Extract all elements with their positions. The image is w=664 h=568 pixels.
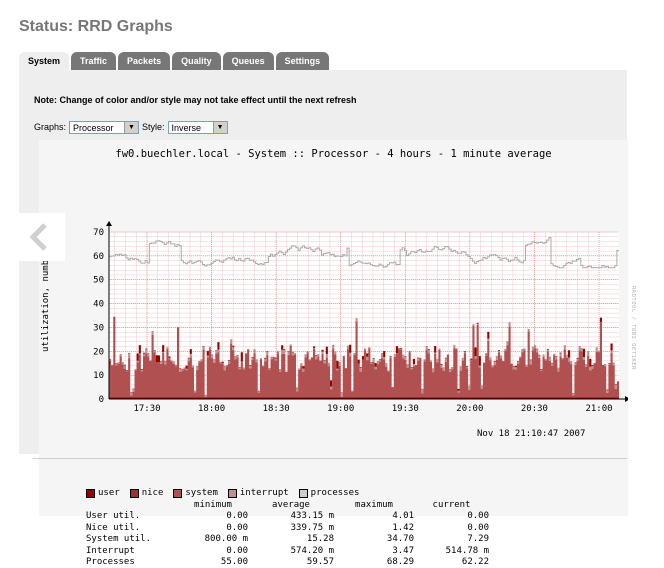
stat-label: System util. — [86, 534, 178, 546]
x-tick-label: 20:30 — [521, 404, 548, 414]
stat-max: 68.29 — [334, 557, 414, 568]
stat-avg: 59.57 — [248, 557, 334, 568]
stat-cur: 7.29 — [414, 534, 489, 546]
legend-swatch-system — [173, 489, 182, 498]
stat-avg: 339.75 m — [248, 522, 334, 534]
chevron-left-icon — [23, 219, 55, 255]
style-label: Style: — [142, 122, 165, 132]
legend-label: processes — [311, 488, 360, 498]
graphs-select-value: Processor — [73, 123, 114, 133]
x-tick-label: 21:00 — [585, 404, 612, 414]
graphs-label: Graphs: — [34, 122, 66, 132]
legend-swatch-nice — [130, 489, 139, 498]
rrd-graph-image: fw0.buechler.local - System :: Processor… — [39, 140, 628, 516]
x-tick-label: 17:30 — [133, 404, 160, 414]
stats-header: minimum — [178, 499, 248, 511]
x-tick-label: 20:00 — [456, 404, 483, 414]
stats-table: minimum average maximum current User uti… — [86, 499, 489, 568]
stats-header: current — [414, 499, 489, 511]
y-tick-label: 40 — [93, 300, 104, 310]
y-tick-label: 30 — [93, 323, 104, 333]
stats-header: maximum — [334, 499, 414, 511]
stat-min: 55.00 — [178, 557, 248, 568]
divider — [33, 458, 627, 459]
page-title: Status: RRD Graphs — [19, 18, 173, 36]
table-row: User util. 0.00 433.15 m 4.01 0.00 — [86, 511, 489, 523]
y-tick-label: 10 — [93, 371, 104, 381]
tab-bar: System Traffic Packets Quality Queues Se… — [19, 52, 329, 70]
y-tick-label: 70 — [93, 228, 104, 238]
legend-item-nice: nice — [130, 488, 164, 498]
chart-svg: 0 10 20 30 40 50 60 70 17:30 18:00 18:30 19:00 19:30… — [39, 140, 628, 420]
graphs-select[interactable]: Processor ▼ — [69, 121, 139, 134]
legend-item-processes: processes — [299, 488, 360, 498]
style-select-value: Inverse — [172, 123, 202, 133]
tab-traffic[interactable]: Traffic — [71, 52, 116, 70]
legend-label: user — [98, 488, 120, 498]
stat-cur: 0.00 — [414, 522, 489, 534]
tab-system[interactable]: System — [19, 52, 69, 70]
stat-min: 0.00 — [178, 545, 248, 557]
back-button[interactable] — [19, 213, 65, 261]
content-panel: Note: Change of color and/or style may n… — [19, 70, 627, 454]
legend-swatch-user — [86, 489, 95, 498]
chevron-down-icon: ▼ — [213, 122, 227, 133]
stat-label: Interrupt — [86, 545, 178, 557]
refresh-note: Note: Change of color and/or style may n… — [34, 95, 357, 105]
stat-label: Processes — [86, 557, 178, 568]
stat-max: 3.47 — [334, 545, 414, 557]
legend-item-interrupt: interrupt — [228, 488, 289, 498]
tab-settings[interactable]: Settings — [276, 52, 330, 70]
stat-max: 1.42 — [334, 522, 414, 534]
graph-options-form: Graphs: Processor ▼ Style: Inverse ▼ — [34, 120, 228, 134]
stat-min: 800.00 m — [178, 534, 248, 546]
stat-min: 0.00 — [178, 522, 248, 534]
x-axis-arrow-icon — [625, 396, 628, 402]
stat-min: 0.00 — [178, 511, 248, 523]
x-tick-label: 18:30 — [263, 404, 290, 414]
y-tick-label: 60 — [93, 252, 104, 262]
legend-label: system — [185, 488, 218, 498]
y-tick-label: 20 — [93, 347, 104, 357]
table-row: Interrupt 0.00 574.20 m 3.47 514.78 m — [86, 545, 489, 557]
stat-cur: 514.78 m — [414, 545, 489, 557]
y-tick-label: 0 — [99, 395, 104, 405]
tab-packets[interactable]: Packets — [118, 52, 170, 70]
legend-item-user: user — [86, 488, 120, 498]
stats-header-blank — [86, 499, 178, 511]
x-tick-label: 18:00 — [198, 404, 225, 414]
stat-max: 34.70 — [334, 534, 414, 546]
stat-avg: 433.15 m — [248, 511, 334, 523]
graph-timestamp: Nov 18 21:10:47 2007 — [477, 429, 585, 439]
legend-label: interrupt — [240, 488, 289, 498]
stats-header-row: minimum average maximum current — [86, 499, 489, 511]
legend-label: nice — [142, 488, 164, 498]
legend-item-system: system — [173, 488, 218, 498]
x-tick-label: 19:30 — [392, 404, 419, 414]
rrdtool-watermark: RRDTOOL / TOBI OETIKER — [630, 286, 636, 370]
stat-avg: 574.20 m — [248, 545, 334, 557]
stat-cur: 62.22 — [414, 557, 489, 568]
chart-legend: user nice system interrupt processes — [86, 488, 359, 498]
chevron-down-icon: ▼ — [124, 122, 138, 133]
y-tick-label: 50 — [93, 276, 104, 286]
table-row: Nice util. 0.00 339.75 m 1.42 0.00 — [86, 522, 489, 534]
tab-queues[interactable]: Queues — [223, 52, 274, 70]
style-select[interactable]: Inverse ▼ — [168, 121, 228, 134]
table-row: System util. 800.00 m 15.28 34.70 7.29 — [86, 534, 489, 546]
x-tick-label: 19:00 — [327, 404, 354, 414]
stat-cur: 0.00 — [414, 511, 489, 523]
stat-avg: 15.28 — [248, 534, 334, 546]
stat-label: User util. — [86, 511, 178, 523]
stats-header: average — [248, 499, 334, 511]
tab-quality[interactable]: Quality — [172, 52, 221, 70]
table-row: Processes 55.00 59.57 68.29 62.22 — [86, 557, 489, 568]
y-axis-arrow-icon — [106, 221, 112, 226]
legend-swatch-processes — [299, 489, 308, 498]
stat-label: Nice util. — [86, 522, 178, 534]
stat-max: 4.01 — [334, 511, 414, 523]
legend-swatch-interrupt — [228, 489, 237, 498]
